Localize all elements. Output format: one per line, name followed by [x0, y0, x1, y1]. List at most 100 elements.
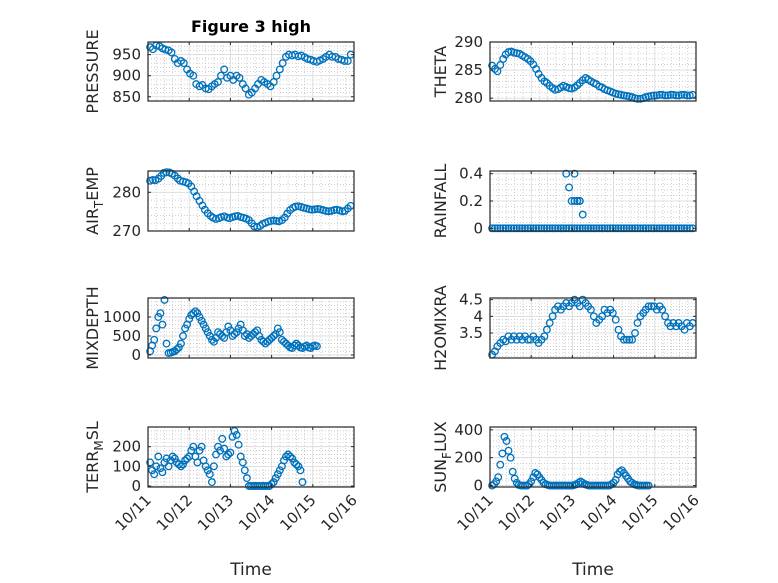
data-point	[162, 168, 171, 177]
x-tick-label: 10/13	[194, 491, 237, 534]
data-point	[507, 224, 516, 233]
axes-frame	[489, 41, 697, 102]
data-point	[189, 309, 198, 318]
data-point	[238, 458, 247, 467]
data-point	[518, 224, 527, 233]
data-point	[179, 59, 188, 68]
data-point	[650, 224, 658, 233]
data-point	[633, 94, 642, 103]
data-point	[340, 57, 349, 65]
data-point	[611, 224, 620, 233]
y-tick-label: 285	[454, 61, 483, 79]
data-point	[672, 224, 681, 233]
data-point	[280, 213, 289, 222]
data-point	[523, 54, 532, 63]
data-point	[168, 452, 177, 461]
data-point	[567, 197, 576, 205]
data-point	[161, 45, 170, 54]
plot-area	[148, 427, 354, 487]
chart-title: Figure 3 high	[191, 17, 311, 36]
data-point	[275, 328, 284, 337]
y-tick-label: 0	[131, 477, 141, 495]
data-point	[195, 313, 204, 321]
data-point	[674, 224, 683, 233]
data-point	[265, 482, 274, 490]
data-point	[617, 90, 625, 99]
data-point	[614, 325, 623, 334]
data-point	[644, 302, 653, 311]
data-point	[269, 216, 278, 225]
data-point	[235, 73, 244, 82]
data-point	[628, 224, 637, 233]
subplot-3: 270 280 AIRTEMP	[83, 167, 355, 240]
data-point	[542, 325, 551, 334]
x-tick-label: 10/11	[112, 491, 155, 534]
data-point	[278, 59, 287, 68]
data-point	[589, 312, 598, 321]
data-point	[286, 452, 295, 461]
data-point	[619, 91, 628, 100]
y-tick-label: 200	[454, 449, 483, 467]
y-tick-label: 100	[112, 457, 141, 475]
data-point	[488, 481, 497, 490]
x-axis-label: Time	[229, 560, 272, 580]
data-point	[226, 448, 235, 457]
data-point	[540, 332, 549, 341]
data-point	[584, 224, 593, 233]
data-point	[255, 332, 264, 340]
data-point	[521, 224, 529, 233]
data-point	[611, 315, 620, 324]
data-point	[499, 224, 508, 233]
data-point	[682, 91, 691, 100]
data-point	[193, 309, 202, 318]
data-point	[496, 460, 505, 469]
data-point	[272, 71, 281, 80]
data-point	[492, 477, 501, 486]
data-point	[201, 462, 210, 471]
data-point	[271, 474, 280, 483]
data-point	[617, 224, 625, 233]
data-point	[150, 335, 159, 344]
data-point	[633, 224, 642, 233]
data-point	[156, 309, 165, 318]
data-point	[666, 90, 675, 99]
data-point	[515, 224, 524, 233]
data-point	[167, 48, 176, 57]
data-point	[512, 224, 521, 233]
subplot-4: 0 0.2 0.4 RAINFALL	[431, 164, 697, 238]
data-point	[273, 324, 282, 333]
data-point	[212, 450, 220, 459]
y-tick-label: 0	[473, 477, 483, 495]
y-tick-label: 0.2	[459, 192, 483, 210]
data-point	[677, 224, 686, 233]
data-point	[179, 332, 187, 340]
y-tick-label: 280	[112, 183, 141, 201]
data-point	[644, 224, 653, 233]
data-point	[154, 313, 163, 321]
data-point	[310, 205, 319, 214]
x-axis-label: Time	[571, 560, 614, 580]
y-tick-label: 200	[112, 438, 141, 456]
data-point	[312, 342, 321, 351]
data-point	[570, 224, 579, 233]
data-point	[205, 470, 214, 479]
data-point	[501, 224, 510, 233]
data-point	[664, 224, 672, 233]
data-point	[548, 224, 557, 233]
y-tick-label: 400	[454, 421, 483, 439]
data-point	[622, 335, 631, 344]
data-point	[573, 81, 582, 90]
data-point	[532, 224, 541, 233]
data-point	[177, 462, 185, 471]
data-point	[619, 335, 628, 344]
data-point	[209, 337, 218, 346]
data-point	[170, 454, 179, 463]
data-point	[581, 224, 590, 233]
data-point	[292, 460, 301, 469]
data-point	[234, 324, 243, 333]
data-point	[658, 224, 667, 233]
data-point	[198, 201, 207, 210]
y-axis-label: PRESSURE	[83, 29, 102, 113]
y-tick-label: 900	[112, 67, 141, 85]
